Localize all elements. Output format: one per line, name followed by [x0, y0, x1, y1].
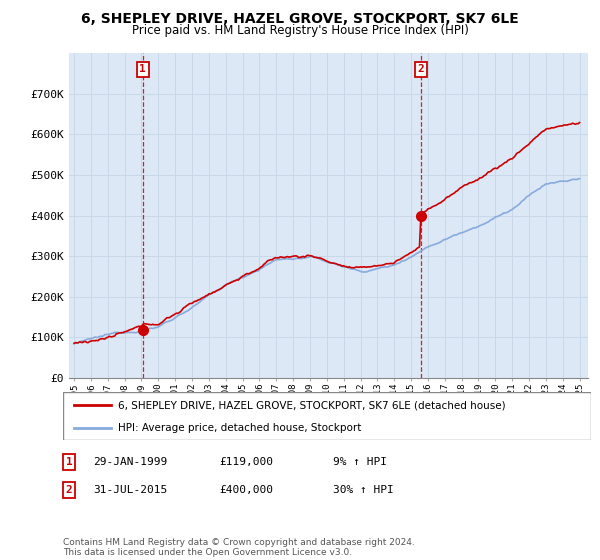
- FancyBboxPatch shape: [63, 392, 591, 440]
- Text: HPI: Average price, detached house, Stockport: HPI: Average price, detached house, Stoc…: [118, 423, 362, 433]
- Text: 30% ↑ HPI: 30% ↑ HPI: [333, 485, 394, 495]
- Text: 9% ↑ HPI: 9% ↑ HPI: [333, 457, 387, 467]
- Text: 2: 2: [418, 64, 424, 74]
- Text: 31-JUL-2015: 31-JUL-2015: [93, 485, 167, 495]
- Text: £119,000: £119,000: [219, 457, 273, 467]
- Text: 6, SHEPLEY DRIVE, HAZEL GROVE, STOCKPORT, SK7 6LE: 6, SHEPLEY DRIVE, HAZEL GROVE, STOCKPORT…: [81, 12, 519, 26]
- Text: £400,000: £400,000: [219, 485, 273, 495]
- Text: Contains HM Land Registry data © Crown copyright and database right 2024.
This d: Contains HM Land Registry data © Crown c…: [63, 538, 415, 557]
- Text: 29-JAN-1999: 29-JAN-1999: [93, 457, 167, 467]
- Text: Price paid vs. HM Land Registry's House Price Index (HPI): Price paid vs. HM Land Registry's House …: [131, 24, 469, 36]
- Text: 1: 1: [65, 457, 73, 467]
- Text: 1: 1: [139, 64, 146, 74]
- Text: 6, SHEPLEY DRIVE, HAZEL GROVE, STOCKPORT, SK7 6LE (detached house): 6, SHEPLEY DRIVE, HAZEL GROVE, STOCKPORT…: [118, 400, 506, 410]
- Text: 2: 2: [65, 485, 73, 495]
